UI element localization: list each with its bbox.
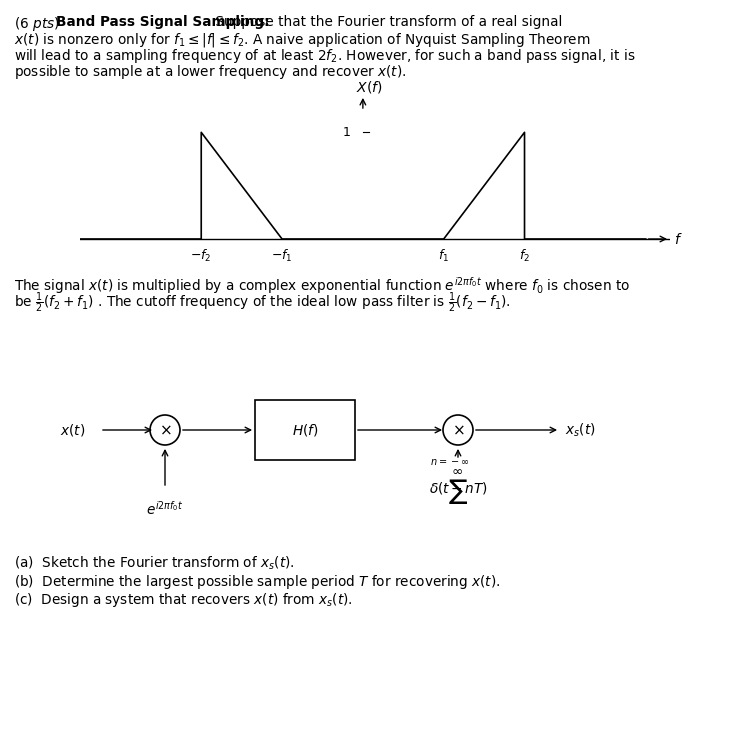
Text: (a)  Sketch the Fourier transform of $x_s(t)$.: (a) Sketch the Fourier transform of $x_s… [14, 555, 295, 572]
Text: be $\frac{1}{2}(f_2 + f_1)$ . The cutoff frequency of the ideal low pass filter : be $\frac{1}{2}(f_2 + f_1)$ . The cutoff… [14, 291, 510, 315]
Text: $1$: $1$ [342, 126, 351, 139]
Text: The signal $x(t)$ is multiplied by a complex exponential function $e^{i2\pi f_0 : The signal $x(t)$ is multiplied by a com… [14, 275, 630, 296]
Text: (c)  Design a system that recovers $x(t)$ from $x_s(t)$.: (c) Design a system that recovers $x(t)$… [14, 591, 353, 609]
Text: $e^{i2\pi f_0 t}$: $e^{i2\pi f_0 t}$ [146, 500, 184, 518]
Text: $x(t)$: $x(t)$ [60, 422, 85, 438]
Text: $\times$: $\times$ [452, 423, 464, 437]
Text: (b)  Determine the largest possible sample period $T$ for recovering $x(t)$.: (b) Determine the largest possible sampl… [14, 573, 501, 591]
Text: $(6\ \mathit{pts})$: $(6\ \mathit{pts})$ [14, 15, 61, 33]
Text: $\sum_{}^{\infty}$: $\sum_{}^{\infty}$ [448, 467, 468, 503]
Text: Band Pass Signal Sampling:: Band Pass Signal Sampling: [56, 15, 269, 29]
Text: Suppose that the Fourier transform of a real signal: Suppose that the Fourier transform of a … [211, 15, 562, 29]
Text: $-f_1$: $-f_1$ [271, 248, 293, 263]
Text: $f_2$: $f_2$ [519, 248, 530, 263]
Text: $H(f)$: $H(f)$ [292, 422, 318, 438]
Text: $x_s(t)$: $x_s(t)$ [565, 421, 596, 439]
Text: $f_1$: $f_1$ [438, 248, 449, 263]
Text: $x(t)$ is nonzero only for $f_1 \leq |f| \leq f_2$. A naive application of Nyqui: $x(t)$ is nonzero only for $f_1 \leq |f|… [14, 31, 590, 49]
Text: $X(f)$: $X(f)$ [356, 79, 382, 95]
Text: $\times$: $\times$ [158, 423, 171, 437]
Text: $-f_2$: $-f_2$ [191, 248, 212, 263]
Text: possible to sample at a lower frequency and recover $x(t)$.: possible to sample at a lower frequency … [14, 63, 406, 81]
Text: $f$: $f$ [674, 231, 682, 246]
Text: $\delta(t - nT)$: $\delta(t - nT)$ [428, 480, 487, 496]
FancyBboxPatch shape [255, 400, 355, 460]
Text: $n=-\infty$: $n=-\infty$ [431, 457, 470, 467]
Text: will lead to a sampling frequency of at least $2f_2$. However, for such a band p: will lead to a sampling frequency of at … [14, 47, 636, 65]
